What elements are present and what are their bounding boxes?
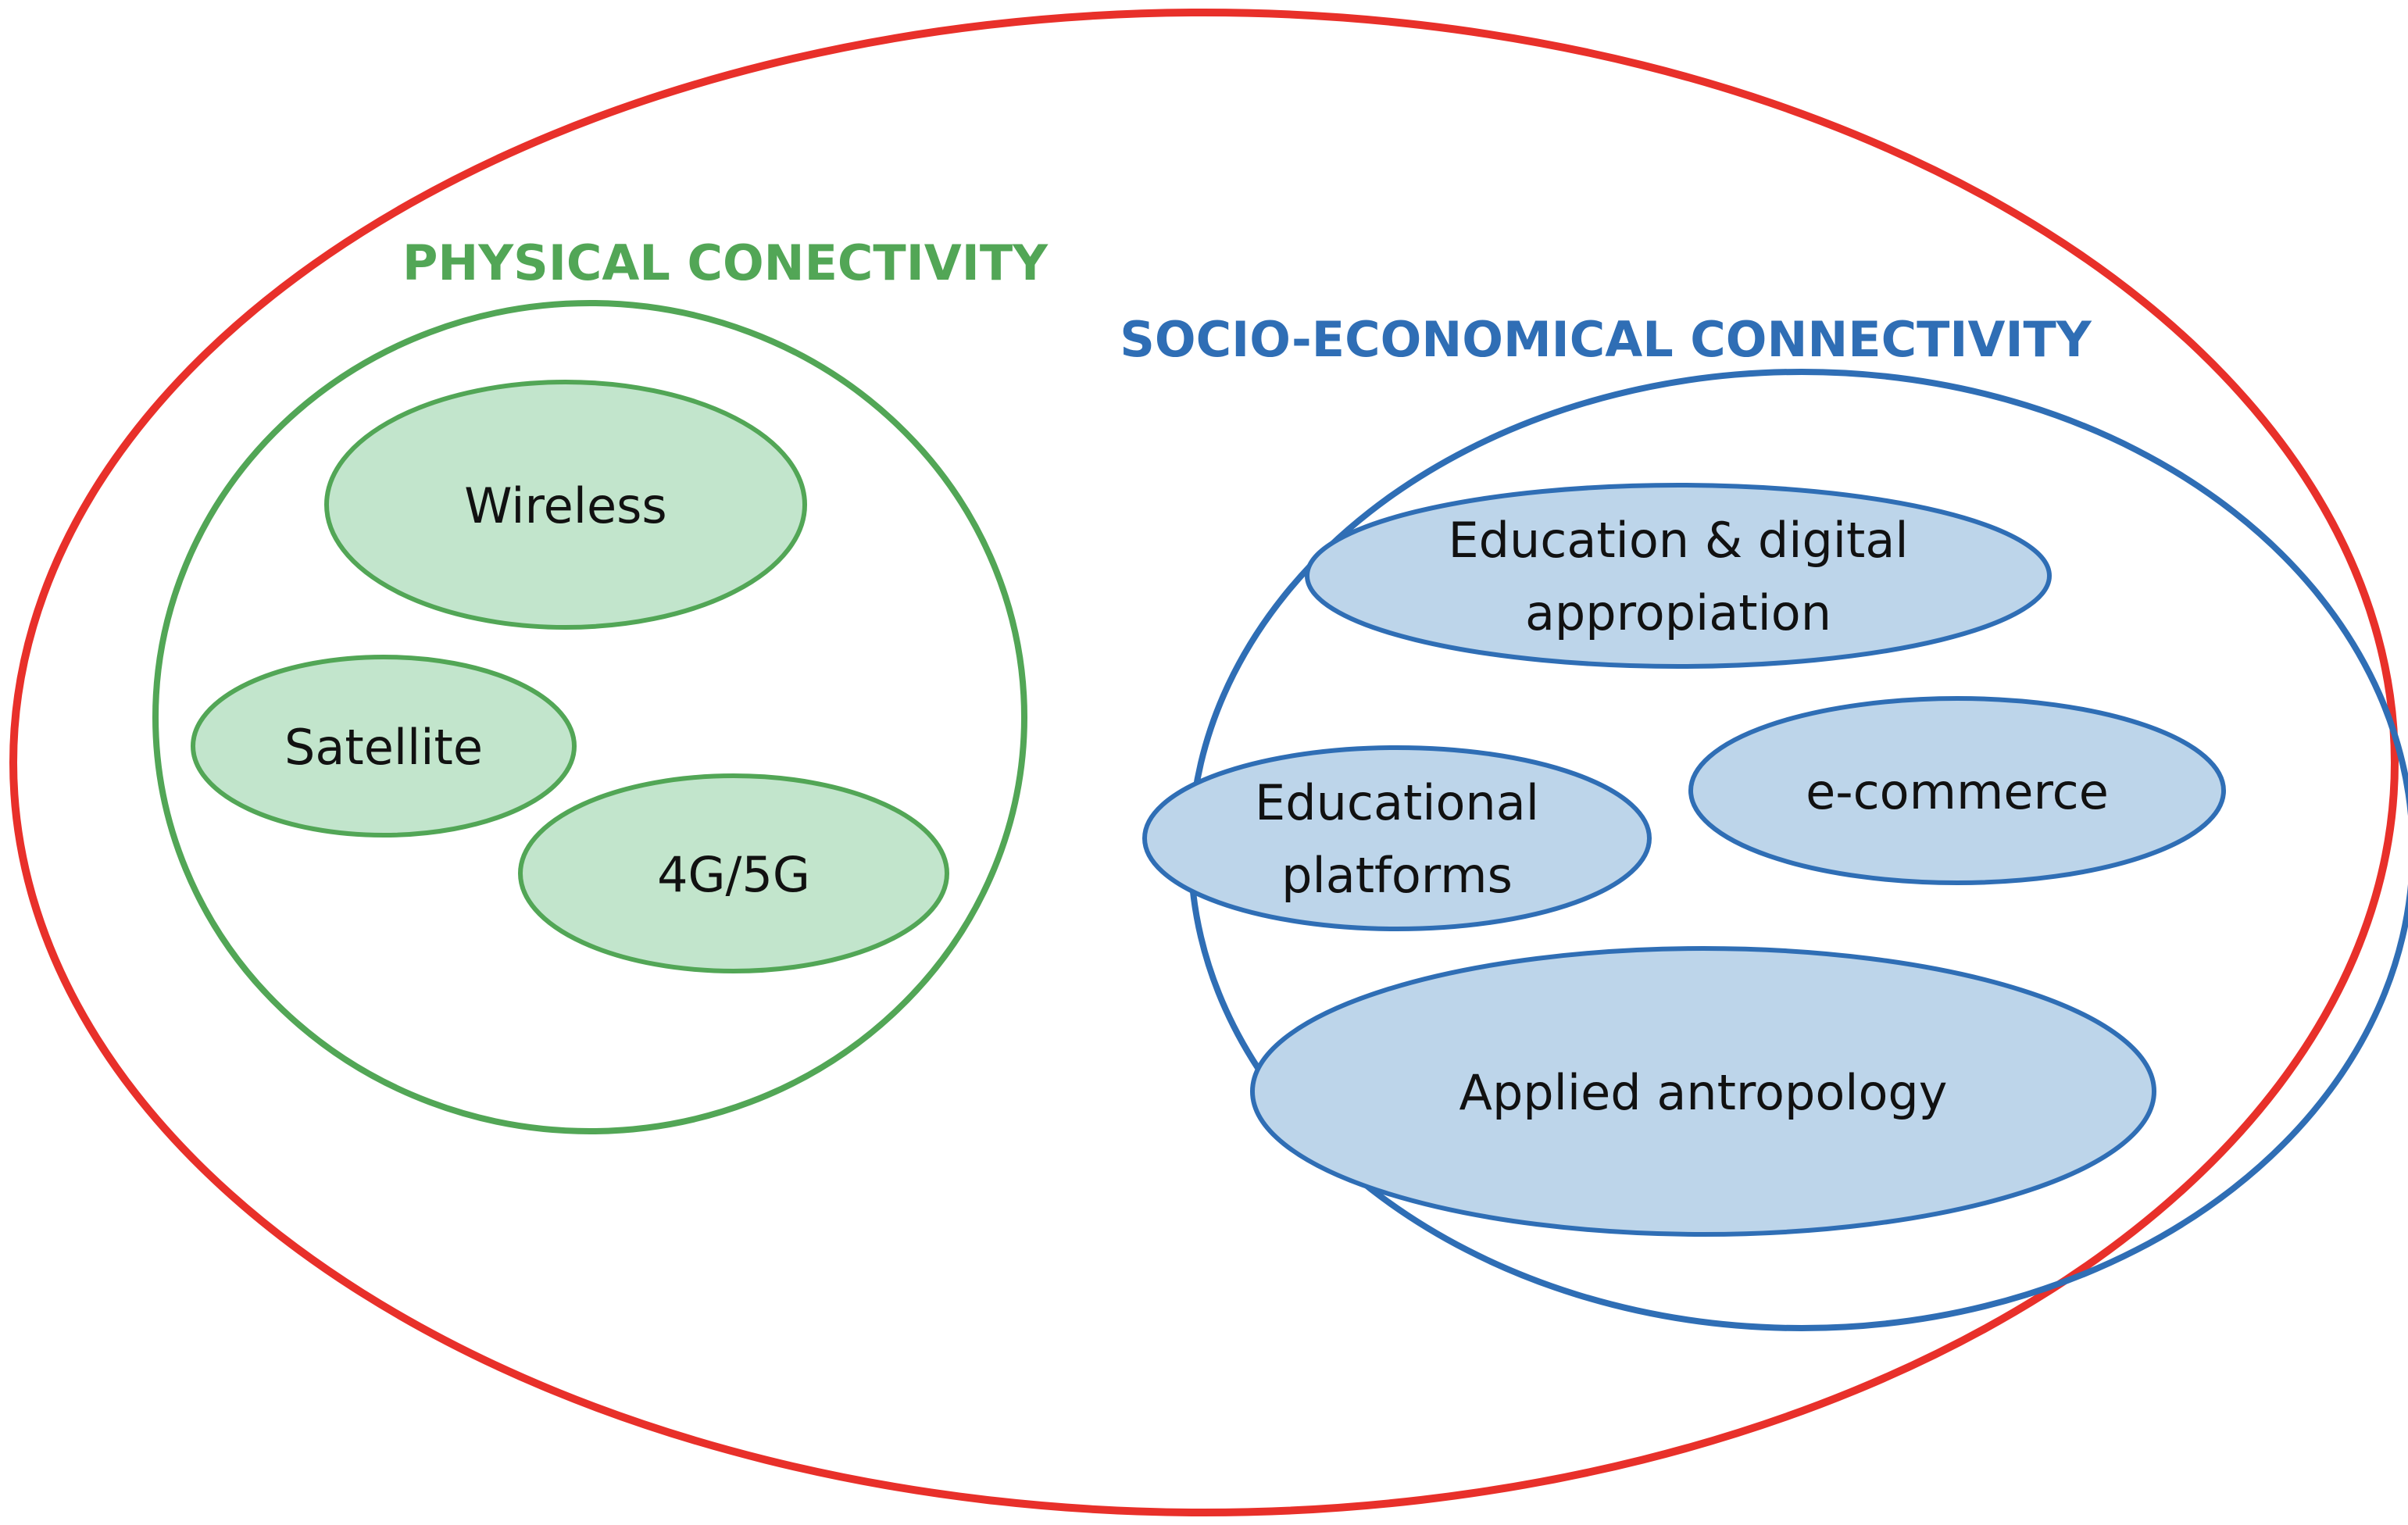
education-digital-appropriation-node bbox=[1305, 483, 2052, 669]
e-commerce-label: e-commerce bbox=[1806, 763, 2109, 820]
applied-anthropology-label: Applied antropology bbox=[1459, 1064, 1948, 1121]
satellite-label: Satellite bbox=[284, 719, 483, 776]
socio-economical-connectivity-title: SOCIO-ECONOMICAL CONNECTIVITY bbox=[1120, 311, 2092, 368]
4g-5g-node bbox=[518, 773, 949, 973]
4g-5g-label: 4G/5G bbox=[657, 846, 810, 903]
physical-connectivity-ellipse bbox=[152, 300, 1027, 1134]
educational-platforms-label-line1: Educational bbox=[1255, 774, 1539, 831]
wireless-label: Wireless bbox=[464, 477, 666, 534]
physical-connectivity-title: PHYSICAL CONECTIVITY bbox=[402, 234, 1049, 291]
applied-anthropology-node bbox=[1250, 946, 2156, 1237]
satellite-node bbox=[191, 655, 577, 838]
education-digital-appropriation-label-line2: appropiation bbox=[1525, 584, 1831, 641]
educational-platforms-label-line2: platforms bbox=[1281, 847, 1513, 904]
wireless-node bbox=[324, 380, 807, 630]
education-digital-appropriation-label-line1: Education & digital bbox=[1448, 512, 1908, 569]
educational-platforms-node bbox=[1142, 745, 1652, 931]
outer-connectivity-ellipse bbox=[9, 9, 2399, 1516]
e-commerce-node bbox=[1688, 696, 2226, 885]
